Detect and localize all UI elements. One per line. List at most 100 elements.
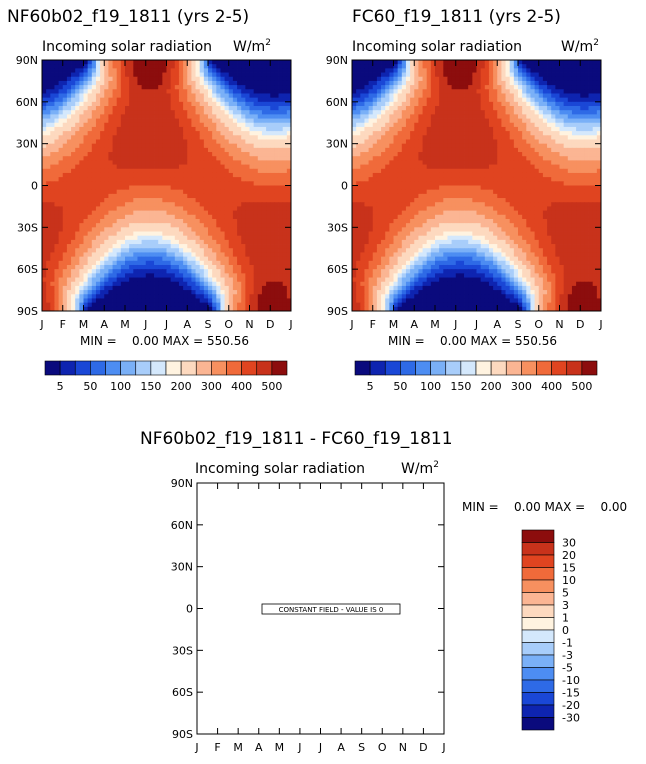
heatmap-cell xyxy=(178,164,184,170)
heatmap-cell xyxy=(187,89,192,94)
heatmap-cell xyxy=(410,135,415,140)
heatmap-cell xyxy=(108,114,113,119)
heatmap-cell xyxy=(162,285,167,291)
heatmap-cell xyxy=(83,147,89,153)
heatmap-cell xyxy=(71,106,76,111)
heatmap-cell xyxy=(108,285,113,291)
heatmap-cell xyxy=(191,198,196,203)
heatmap-cell xyxy=(66,139,72,145)
heatmap-cell xyxy=(372,139,378,145)
heatmap-cell xyxy=(278,80,284,86)
heatmap-cell xyxy=(42,114,47,119)
heatmap-cell xyxy=(174,298,180,304)
heatmap-cell xyxy=(83,302,89,308)
heatmap-cell xyxy=(580,101,585,107)
heatmap-cell xyxy=(435,101,440,107)
heatmap-cell xyxy=(129,106,134,111)
heatmap-cell xyxy=(54,72,59,78)
heatmap-cell xyxy=(87,68,93,73)
heatmap-cell xyxy=(91,198,97,203)
heatmap-cell xyxy=(108,126,113,132)
heatmap-cell xyxy=(253,152,259,157)
heatmap-cell xyxy=(249,206,255,211)
heatmap-cell xyxy=(526,97,531,103)
heatmap-cell xyxy=(71,85,76,90)
heatmap-cell xyxy=(208,126,213,132)
heatmap-cell xyxy=(79,68,84,73)
heatmap-cell xyxy=(270,273,275,278)
heatmap-cell xyxy=(228,97,234,103)
heatmap-cell xyxy=(426,60,432,65)
heatmap-cell xyxy=(42,264,47,270)
heatmap-cell xyxy=(79,97,84,103)
heatmap-cell xyxy=(158,239,163,245)
heatmap-cell xyxy=(567,80,573,86)
heatmap-cell xyxy=(129,218,134,224)
heatmap-cell xyxy=(62,72,68,78)
heatmap-cell xyxy=(228,285,234,291)
heatmap-cell xyxy=(50,252,55,258)
heatmap-cell xyxy=(154,231,159,237)
heatmap-cell xyxy=(91,218,97,224)
heatmap-cell xyxy=(266,114,271,119)
heatmap-cell xyxy=(58,264,64,270)
heatmap-cell xyxy=(158,139,163,145)
heatmap-cell xyxy=(166,302,172,308)
heatmap-cell xyxy=(551,118,556,124)
panel-1-colorbar: 5 50 100 150 200 300 400 500 xyxy=(44,360,288,393)
heatmap-cell xyxy=(278,106,284,111)
heatmap-cell xyxy=(129,294,134,299)
heatmap-cell xyxy=(112,168,118,174)
heatmap-cell xyxy=(530,68,535,73)
heatmap-cell xyxy=(91,189,97,195)
heatmap-cell xyxy=(104,126,109,132)
heatmap-cell xyxy=(563,85,569,90)
heatmap-cell xyxy=(125,214,130,220)
heatmap-cell xyxy=(212,223,217,228)
heatmap-cell xyxy=(228,185,234,191)
heatmap-cell xyxy=(237,302,242,308)
heatmap-cell xyxy=(220,269,225,274)
heatmap-cell xyxy=(71,181,76,186)
heatmap-cell xyxy=(71,210,76,216)
heatmap-cell xyxy=(158,147,163,153)
heatmap-cell xyxy=(195,277,201,283)
heatmap-cell xyxy=(116,185,122,191)
heatmap-cell xyxy=(497,89,502,94)
heatmap-cell xyxy=(79,114,84,119)
heatmap-cell xyxy=(435,68,440,73)
heatmap-cell xyxy=(66,101,72,107)
heatmap-cell xyxy=(187,193,192,199)
heatmap-cell xyxy=(154,76,159,82)
heatmap-cell xyxy=(418,131,423,136)
heatmap-cell xyxy=(54,235,59,241)
heatmap-cell xyxy=(208,177,213,182)
heatmap-cell xyxy=(66,227,72,232)
heatmap-cell xyxy=(158,156,163,161)
heatmap-cell xyxy=(178,244,184,249)
heatmap-cell xyxy=(212,239,217,245)
heatmap-cell xyxy=(220,193,225,199)
heatmap-cell xyxy=(505,93,511,99)
heatmap-cell xyxy=(266,223,271,228)
heatmap-cell xyxy=(270,160,275,165)
heatmap-cell xyxy=(480,101,486,107)
heatmap-cell xyxy=(208,131,213,136)
heatmap-cell xyxy=(220,189,225,195)
heatmap-cell xyxy=(261,206,267,211)
heatmap-cell xyxy=(50,206,55,211)
heatmap-cell xyxy=(187,152,192,157)
heatmap-cell xyxy=(261,214,267,220)
heatmap-cell xyxy=(274,64,279,69)
heatmap-cell xyxy=(551,80,556,86)
heatmap-cell xyxy=(191,202,196,207)
heatmap-cell xyxy=(145,181,151,186)
heatmap-cell xyxy=(261,101,267,107)
heatmap-cell xyxy=(46,231,51,237)
heatmap-cell xyxy=(588,68,594,73)
heatmap-cell xyxy=(195,260,201,266)
heatmap-cell xyxy=(443,93,448,99)
heatmap-cell xyxy=(360,101,365,107)
heatmap-cell xyxy=(125,72,130,78)
heatmap-cell xyxy=(137,202,142,207)
